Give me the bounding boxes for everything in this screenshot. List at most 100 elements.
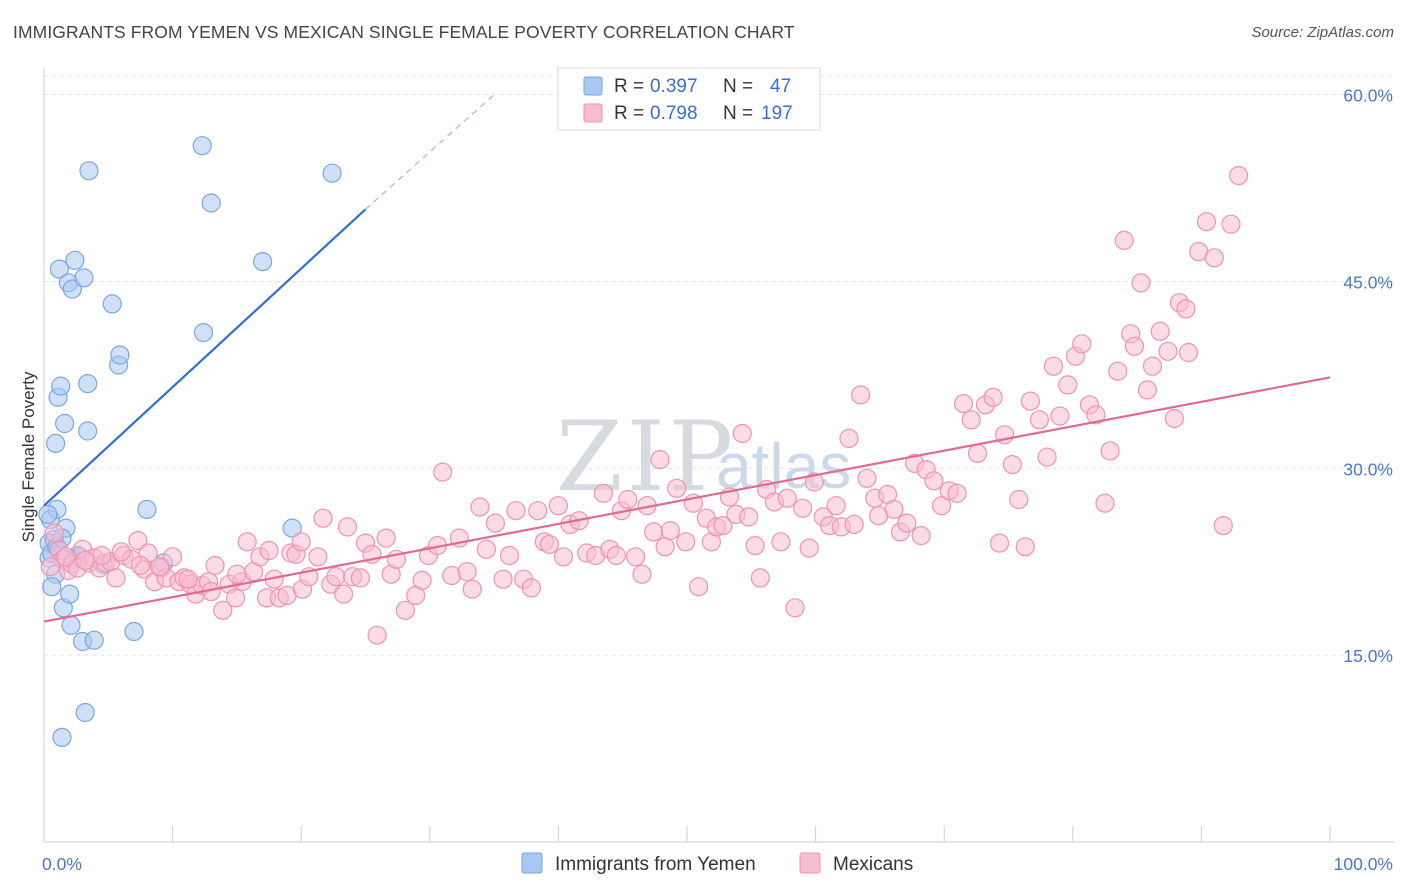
y-tick-label-0: 15.0% xyxy=(1343,646,1393,666)
point-1-152 xyxy=(1043,356,1064,376)
point-1-15 xyxy=(128,530,148,551)
point-1-161 xyxy=(1108,361,1128,381)
point-1-183 xyxy=(92,545,112,566)
point-1-75 xyxy=(528,501,548,521)
point-0-32 xyxy=(110,345,130,365)
point-1-129 xyxy=(884,499,904,519)
point-1-44 xyxy=(308,547,328,567)
legend-swatch-yemen xyxy=(583,76,603,96)
point-0-43 xyxy=(42,577,62,597)
point-1-114 xyxy=(785,598,805,618)
point-1-94 xyxy=(655,537,675,557)
point-1-50 xyxy=(350,568,370,588)
legend-r-label-yemen: R = xyxy=(614,76,644,97)
point-0-28 xyxy=(84,630,104,650)
point-1-185 xyxy=(130,555,150,576)
point-1-103 xyxy=(713,515,733,536)
point-1-176 xyxy=(1204,248,1224,268)
point-1-115 xyxy=(793,498,813,518)
point-0-34 xyxy=(137,499,157,519)
series-1-points xyxy=(40,166,1249,645)
point-1-84 xyxy=(593,483,614,503)
point-1-65 xyxy=(457,562,477,582)
source-label: Source: ZipAtlas.com xyxy=(1251,24,1394,41)
point-1-77 xyxy=(539,534,560,554)
point-1-146 xyxy=(1002,455,1023,475)
point-0-39 xyxy=(253,252,273,272)
point-1-86 xyxy=(606,545,626,566)
point-1-166 xyxy=(1137,380,1158,400)
point-0-13 xyxy=(54,413,75,434)
series-0-points xyxy=(38,136,342,748)
point-1-90 xyxy=(632,564,652,584)
trend-line-0 xyxy=(43,208,367,507)
point-1-180 xyxy=(40,557,61,577)
point-1-113 xyxy=(777,488,797,508)
point-1-79 xyxy=(553,547,574,567)
point-1-68 xyxy=(476,539,496,559)
point-1-67 xyxy=(470,497,490,517)
point-1-148 xyxy=(1015,537,1035,557)
point-1-74 xyxy=(521,578,542,598)
point-0-6 xyxy=(45,433,66,453)
point-1-21 xyxy=(163,547,183,567)
point-1-154 xyxy=(1058,375,1078,395)
point-1-29 xyxy=(213,600,233,620)
point-1-106 xyxy=(732,423,752,444)
point-0-27 xyxy=(79,161,99,181)
trend-lines xyxy=(43,94,1331,623)
point-1-117 xyxy=(804,472,824,492)
point-0-42 xyxy=(38,504,58,525)
point-1-59 xyxy=(412,570,432,591)
point-1-168 xyxy=(1150,321,1170,341)
point-1-147 xyxy=(1009,489,1029,510)
point-1-141 xyxy=(967,443,988,463)
point-1-159 xyxy=(1095,493,1115,513)
point-1-144 xyxy=(989,533,1010,553)
point-1-99 xyxy=(688,577,709,597)
point-1-158 xyxy=(1086,405,1106,425)
trend-extension-0 xyxy=(365,94,495,210)
point-1-92 xyxy=(643,522,664,542)
point-1-0 xyxy=(44,523,64,543)
point-0-26 xyxy=(78,421,98,441)
point-0-41 xyxy=(322,163,342,183)
y-tick-label-1: 30.0% xyxy=(1343,459,1393,479)
trend-line-1 xyxy=(43,376,1331,623)
legend-n-value-yemen: 47 xyxy=(770,76,791,97)
point-1-122 xyxy=(839,428,859,448)
point-1-151 xyxy=(1037,447,1057,467)
point-1-181 xyxy=(56,547,76,567)
point-1-187 xyxy=(178,569,198,589)
point-0-38 xyxy=(201,193,221,213)
point-1-191 xyxy=(291,532,311,552)
point-1-153 xyxy=(1050,406,1070,426)
chart-title: IMMIGRANTS FROM YEMEN VS MEXICAN SINGLE … xyxy=(13,22,795,42)
point-0-30 xyxy=(102,294,122,314)
point-1-54 xyxy=(376,528,396,548)
point-1-186 xyxy=(150,557,170,577)
point-1-169 xyxy=(1158,341,1178,361)
legend-n-value-mexicans: 197 xyxy=(761,103,793,124)
point-1-47 xyxy=(326,567,346,587)
point-1-89 xyxy=(625,547,646,567)
watermark-zip: ZIP xyxy=(556,401,737,513)
point-1-138 xyxy=(947,483,967,503)
point-1-149 xyxy=(1020,391,1041,411)
point-1-131 xyxy=(897,513,917,533)
legend-r-value-mexicans: 0.798 xyxy=(650,103,698,124)
point-0-36 xyxy=(192,136,212,156)
point-0-40 xyxy=(282,518,302,538)
point-0-18 xyxy=(62,279,82,299)
point-1-53 xyxy=(367,625,387,645)
point-0-24 xyxy=(75,702,95,723)
point-1-139 xyxy=(953,394,974,414)
point-1-164 xyxy=(1124,336,1145,356)
point-1-28 xyxy=(205,555,225,576)
point-1-143 xyxy=(983,387,1003,407)
point-1-170 xyxy=(1164,408,1185,429)
point-1-123 xyxy=(844,514,864,535)
point-1-162 xyxy=(1114,230,1134,250)
point-1-173 xyxy=(1178,342,1199,363)
